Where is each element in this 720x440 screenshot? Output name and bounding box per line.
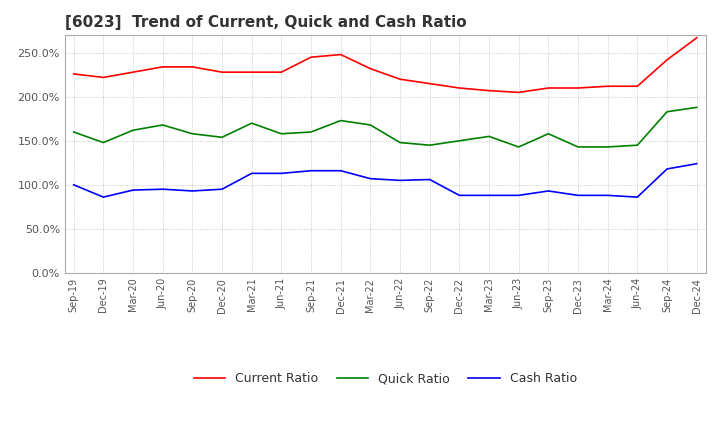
Cash Ratio — [307, 168, 315, 173]
Current Ratio — [158, 64, 167, 70]
Current Ratio — [633, 84, 642, 89]
Current Ratio — [277, 70, 286, 75]
Quick Ratio — [307, 129, 315, 135]
Current Ratio — [188, 64, 197, 70]
Quick Ratio — [336, 118, 345, 123]
Quick Ratio — [277, 131, 286, 136]
Cash Ratio — [603, 193, 612, 198]
Cash Ratio — [99, 194, 108, 200]
Quick Ratio — [248, 121, 256, 126]
Quick Ratio — [129, 128, 138, 133]
Cash Ratio — [158, 187, 167, 192]
Current Ratio — [426, 81, 434, 86]
Quick Ratio — [514, 144, 523, 150]
Cash Ratio — [69, 182, 78, 187]
Quick Ratio — [366, 122, 374, 128]
Current Ratio — [455, 85, 464, 91]
Current Ratio — [336, 52, 345, 57]
Line: Cash Ratio: Cash Ratio — [73, 164, 697, 197]
Cash Ratio — [217, 187, 226, 192]
Current Ratio — [693, 35, 701, 40]
Current Ratio — [544, 85, 553, 91]
Cash Ratio — [188, 188, 197, 194]
Current Ratio — [366, 66, 374, 71]
Cash Ratio — [693, 161, 701, 166]
Current Ratio — [514, 90, 523, 95]
Cash Ratio — [336, 168, 345, 173]
Quick Ratio — [396, 140, 405, 145]
Current Ratio — [396, 77, 405, 82]
Quick Ratio — [426, 143, 434, 148]
Current Ratio — [129, 70, 138, 75]
Current Ratio — [217, 70, 226, 75]
Cash Ratio — [662, 166, 671, 172]
Cash Ratio — [426, 177, 434, 182]
Quick Ratio — [603, 144, 612, 150]
Quick Ratio — [633, 143, 642, 148]
Quick Ratio — [99, 140, 108, 145]
Quick Ratio — [217, 135, 226, 140]
Cash Ratio — [544, 188, 553, 194]
Current Ratio — [485, 88, 493, 93]
Current Ratio — [574, 85, 582, 91]
Quick Ratio — [188, 131, 197, 136]
Cash Ratio — [248, 171, 256, 176]
Line: Current Ratio: Current Ratio — [73, 38, 697, 92]
Current Ratio — [603, 84, 612, 89]
Quick Ratio — [158, 122, 167, 128]
Quick Ratio — [455, 138, 464, 143]
Current Ratio — [69, 71, 78, 77]
Quick Ratio — [574, 144, 582, 150]
Text: [6023]  Trend of Current, Quick and Cash Ratio: [6023] Trend of Current, Quick and Cash … — [65, 15, 467, 30]
Quick Ratio — [69, 129, 78, 135]
Line: Quick Ratio: Quick Ratio — [73, 107, 697, 147]
Quick Ratio — [485, 134, 493, 139]
Quick Ratio — [544, 131, 553, 136]
Cash Ratio — [485, 193, 493, 198]
Current Ratio — [99, 75, 108, 80]
Cash Ratio — [514, 193, 523, 198]
Cash Ratio — [455, 193, 464, 198]
Cash Ratio — [633, 194, 642, 200]
Cash Ratio — [574, 193, 582, 198]
Cash Ratio — [366, 176, 374, 181]
Current Ratio — [307, 55, 315, 60]
Legend: Current Ratio, Quick Ratio, Cash Ratio: Current Ratio, Quick Ratio, Cash Ratio — [189, 367, 582, 390]
Quick Ratio — [662, 109, 671, 114]
Current Ratio — [248, 70, 256, 75]
Quick Ratio — [693, 105, 701, 110]
Current Ratio — [662, 57, 671, 62]
Cash Ratio — [396, 178, 405, 183]
Cash Ratio — [277, 171, 286, 176]
Cash Ratio — [129, 187, 138, 193]
